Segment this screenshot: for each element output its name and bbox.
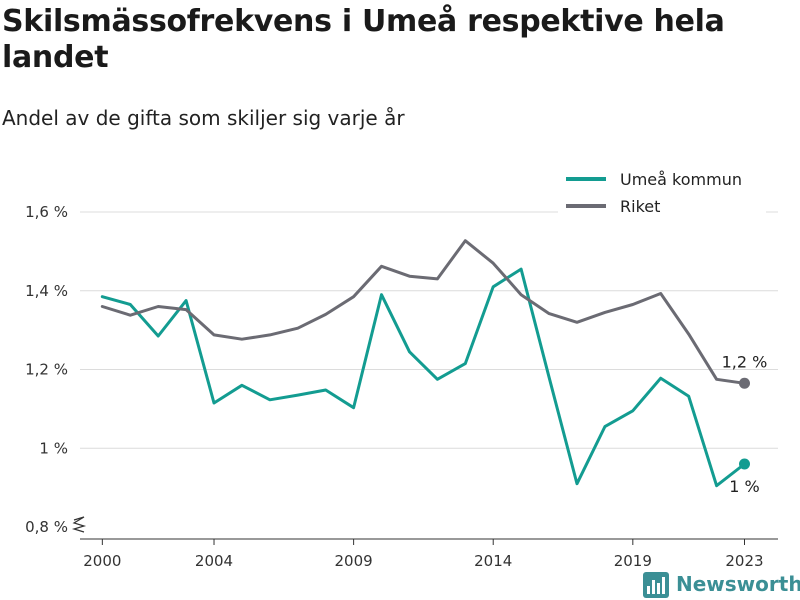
series-line-1 [100, 239, 746, 385]
x-tick-label: 2000 [83, 552, 121, 570]
y-tick-label: 0,8 % [25, 518, 68, 536]
bar-chart-logo-icon [643, 572, 669, 598]
data-point [185, 299, 188, 302]
data-point [408, 275, 411, 278]
brand-logo: Newsworthy [643, 572, 800, 598]
data-point [296, 327, 299, 330]
y-tick-label: 1 % [39, 439, 68, 457]
data-point [268, 333, 271, 336]
legend: Umeå kommun Riket [558, 168, 766, 217]
data-point [436, 378, 439, 381]
data-point [296, 394, 299, 397]
data-point [687, 333, 690, 336]
series-lines: 1 % 1,2 % [100, 239, 768, 496]
data-point [575, 321, 578, 324]
data-point [603, 425, 606, 428]
legend-bg [558, 195, 766, 217]
y-tick-label: 1,4 % [25, 282, 68, 300]
brand-name: Newsworthy [676, 572, 800, 596]
axes: 0,8 % 1 % 1,2 % 1,4 % 1,6 % 2000 2004 2009 2014 2… [25, 203, 778, 570]
legend-bg [558, 168, 766, 190]
data-point [408, 350, 411, 353]
x-tick-label: 2023 [725, 552, 763, 570]
data-point [380, 293, 383, 296]
data-point [240, 338, 243, 341]
axis-break-icon [71, 516, 87, 533]
data-point [631, 409, 634, 412]
data-point [520, 268, 523, 271]
data-point [464, 239, 467, 242]
data-point [492, 285, 495, 288]
gridlines [80, 211, 778, 449]
data-point [213, 333, 216, 336]
y-tick-label: 1,2 % [25, 361, 68, 379]
data-point [548, 376, 551, 379]
legend-label: Riket [620, 197, 660, 216]
end-marker [738, 458, 750, 470]
data-point [352, 406, 355, 409]
data-point [101, 295, 104, 298]
chart-subtitle: Andel av de gifta som skiljer sig varje … [2, 106, 405, 130]
x-tick-label: 2019 [614, 552, 652, 570]
legend-label: Umeå kommun [620, 170, 742, 189]
data-point [492, 262, 495, 265]
x-tick-label: 2014 [474, 552, 512, 570]
data-point [101, 305, 104, 308]
y-tick-label: 1,6 % [25, 203, 68, 221]
data-point [380, 265, 383, 268]
data-point [129, 314, 132, 317]
data-point [268, 398, 271, 401]
data-point [240, 384, 243, 387]
data-point [687, 395, 690, 398]
data-point [659, 292, 662, 295]
series-line-0 [100, 267, 746, 488]
data-point [352, 295, 355, 298]
data-point [659, 377, 662, 380]
data-point [185, 308, 188, 311]
data-point [436, 277, 439, 280]
chart-title: Skilsmässofrekvens i Umeå respektive hel… [2, 4, 725, 75]
x-tick-label: 2009 [335, 552, 373, 570]
data-point [324, 388, 327, 391]
data-point [157, 335, 160, 338]
end-marker [738, 377, 750, 389]
data-point [464, 362, 467, 365]
data-point [324, 313, 327, 316]
data-point [575, 482, 578, 485]
data-point [548, 312, 551, 315]
data-point [213, 401, 216, 404]
data-point [603, 311, 606, 314]
end-value-label: 1,2 % [722, 352, 768, 371]
data-point [631, 303, 634, 306]
data-point [129, 303, 132, 306]
data-point [520, 293, 523, 296]
data-point [715, 378, 718, 381]
end-value-label: 1 % [729, 477, 759, 496]
data-point [157, 305, 160, 308]
data-point [715, 484, 718, 487]
x-tick-label: 2004 [195, 552, 233, 570]
